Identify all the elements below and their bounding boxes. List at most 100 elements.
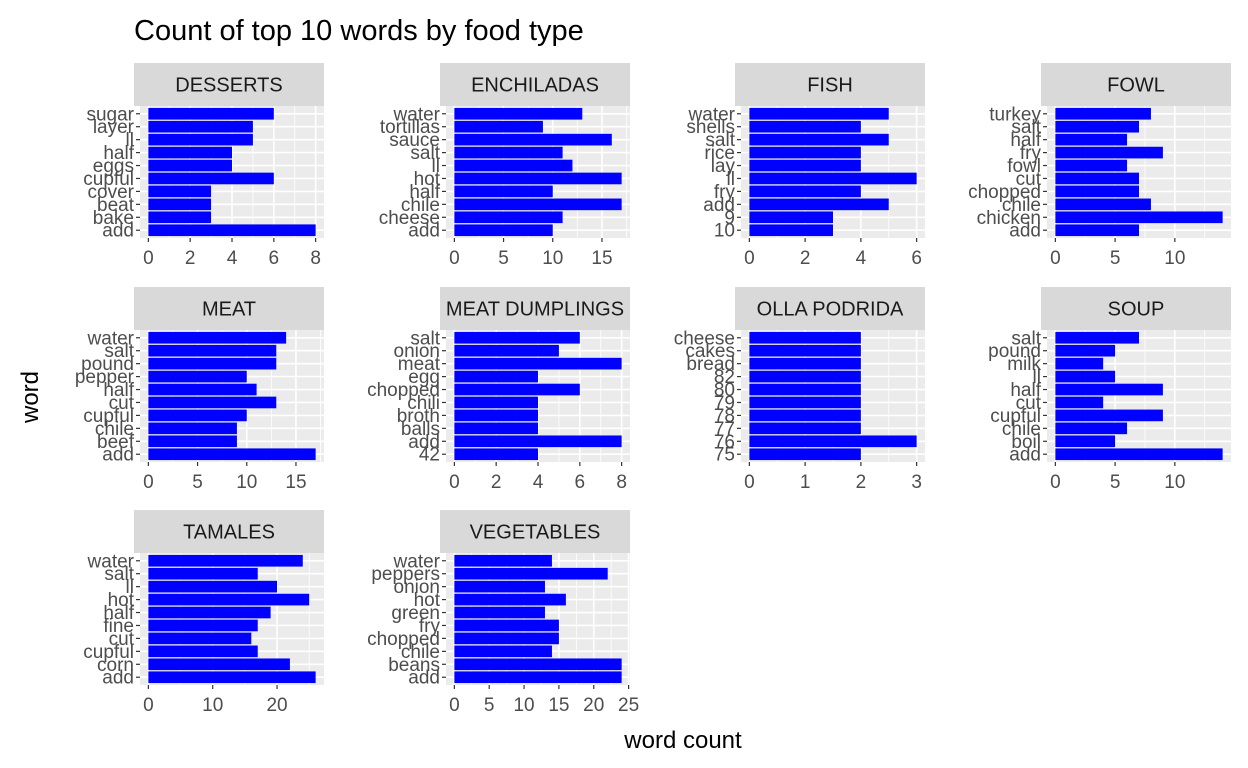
y-tick-label: chile [401,642,440,663]
y-tick-label: fine [103,616,134,637]
y-tick-label: add [102,445,134,466]
x-tick-label: 0 [143,472,154,493]
bar [1055,198,1151,211]
x-tick-label: 10 [542,248,563,269]
y-tick-label: milk [1007,354,1041,375]
y-tick-label: chile [95,419,134,440]
bar [454,645,552,658]
x-tick-label: 5 [1110,248,1121,269]
y-tick-label: 75 [714,445,735,466]
y-tick-label: fry [419,616,441,637]
bar [148,606,271,619]
y-tick-label: cupful [83,406,134,427]
bar [454,383,580,396]
bar [1055,172,1139,185]
y-tick-label: sugar [86,104,134,125]
bar [454,409,538,422]
bar [454,120,543,133]
bar [148,331,287,344]
bar [148,120,253,133]
x-tick-label: 20 [583,695,604,716]
facet-strip [134,510,324,553]
facet-strip [134,287,324,330]
x-tick-label: 0 [744,248,755,269]
bar [454,185,553,198]
bar [148,185,212,198]
bar [148,448,316,461]
bar [454,357,622,370]
bar [749,448,861,461]
bar [148,554,303,567]
facet-panel: SOUP addboilchilecupfulcuthalfllmilkpound… [988,287,1231,493]
y-tick-label: cupful [990,406,1041,427]
y-tick-label: ll [126,130,134,151]
x-tick-label: 0 [449,472,460,493]
bar [1055,396,1104,409]
bar [148,224,316,237]
bar [454,198,622,211]
bar [749,159,861,172]
bar [148,671,316,684]
x-tick-label: 15 [285,472,306,493]
bar [1055,370,1116,383]
y-tick-label: cut [1016,393,1042,414]
y-tick-label: add [408,221,440,242]
y-tick-label: salt [104,341,134,362]
y-tick-label: cut [109,629,135,650]
facet-strip-label: DESSERTS [175,75,282,97]
x-tick-label: 6 [911,248,922,269]
y-tick-label: water [688,104,736,125]
y-tick-label: onion [394,577,441,598]
y-tick-label: 9 [724,208,735,229]
facet-strip-label: TAMALES [183,522,275,544]
facet-strip-label: FISH [807,75,853,97]
x-tick-label: 25 [618,695,639,716]
bar [749,357,861,370]
x-tick-label: 5 [484,695,495,716]
x-tick-label: 10 [1164,248,1185,269]
bar [454,567,608,580]
y-tick-label: ll [432,156,440,177]
bar [1055,383,1163,396]
bar [1055,357,1104,370]
x-tick-label: 0 [143,248,154,269]
bar [749,185,861,198]
y-tick-label: half [1010,380,1041,401]
facet-strip [440,510,630,553]
bar [749,435,917,448]
x-tick-label: 8 [616,472,627,493]
bar [148,435,237,448]
bar [454,107,583,120]
y-tick-label: beat [97,195,135,216]
bar [148,580,278,593]
y-tick-label: chile [401,195,440,216]
bar [454,331,580,344]
y-tick-label: add [408,432,440,453]
y-tick-label: boil [1011,432,1041,453]
bar [749,370,861,383]
bar [454,133,612,146]
facet-strip [735,287,925,330]
bar [454,671,622,684]
bar [148,645,258,658]
bar [454,448,538,461]
bar [454,224,553,237]
y-tick-label: green [391,603,440,624]
bar [749,107,889,120]
bar [749,409,861,422]
bar [454,632,559,645]
y-tick-label: lay [711,156,736,177]
y-tick-label: salt [104,564,134,585]
facet-strip [1041,63,1231,106]
facet-strip-label: VEGETABLES [470,522,601,544]
bar [454,159,573,172]
bar [1055,224,1139,237]
y-tick-label: shells [686,117,735,138]
bar [1055,344,1116,357]
bar [1055,107,1151,120]
y-tick-label: chile [1002,195,1041,216]
bar [454,658,622,671]
y-tick-label: cupful [83,642,134,663]
y-tick-label: egg [408,367,440,388]
facet-panel: MEAT DUMPLINGS42addballsbrothchilichoppe… [367,287,630,493]
